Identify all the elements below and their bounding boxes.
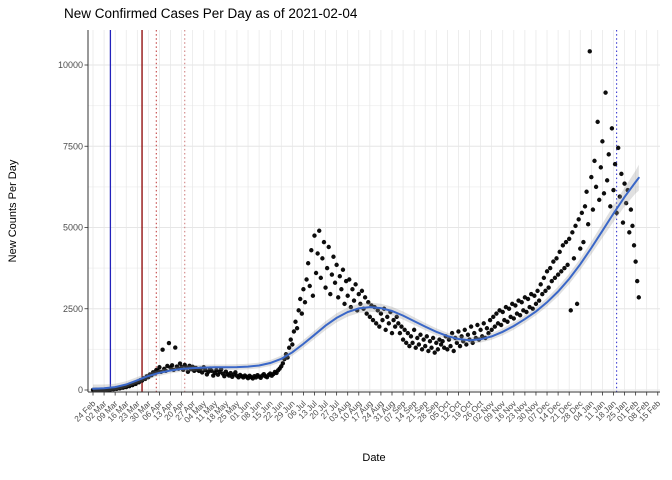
svg-text:7500: 7500	[63, 141, 83, 151]
smooth-line	[92, 176, 640, 390]
grid-major	[88, 30, 660, 392]
svg-text:10000: 10000	[58, 60, 83, 70]
scatter-points	[90, 49, 641, 392]
reference-vlines	[109, 30, 618, 392]
svg-text:5000: 5000	[63, 223, 83, 233]
axis-lines	[87, 30, 660, 393]
svg-text:2500: 2500	[63, 304, 83, 314]
smooth-ribbon	[93, 164, 639, 392]
x-axis-title: Date	[362, 452, 386, 464]
chart-title: New Confirmed Cases Per Day as of 2021-0…	[64, 6, 358, 21]
svg-text:0: 0	[78, 385, 83, 395]
y-tick-labels: 0 2500 5000 7500 10000	[58, 60, 88, 395]
